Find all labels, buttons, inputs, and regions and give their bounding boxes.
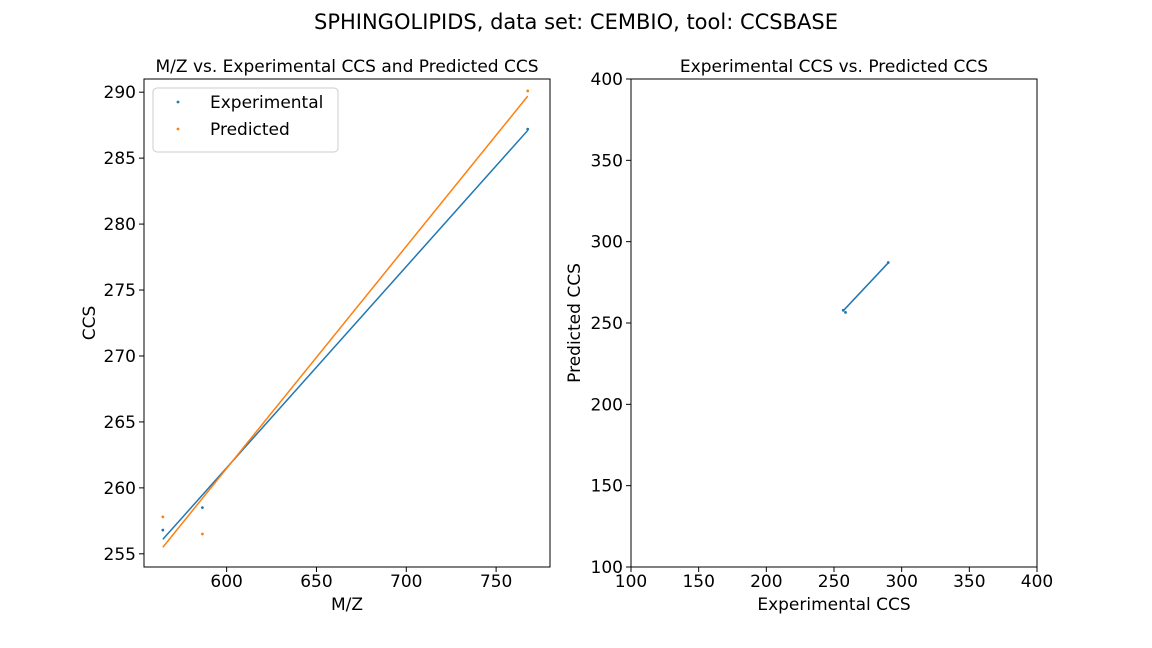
y-tick-label: 400: [591, 70, 623, 90]
predicted-data-point: [526, 89, 530, 93]
y-tick-label: 280: [104, 215, 136, 235]
y-tick-label: 200: [591, 395, 623, 415]
experimental-fit-line: [162, 129, 529, 540]
x-tick-label: 300: [885, 572, 917, 592]
experimental-data-point: [200, 506, 204, 510]
left-x-axis-label: M/Z: [331, 595, 363, 615]
y-tick-label: 350: [591, 151, 623, 171]
series-fit-line: [842, 262, 889, 312]
right-chart: Experimental CCS vs. Predicted CCS 100 150…: [565, 57, 1053, 615]
y-tick-label: 250: [591, 314, 623, 334]
series-data-point: [841, 308, 845, 312]
y-tick-label: 290: [104, 83, 136, 103]
x-tick-label: 700: [390, 572, 422, 592]
x-tick-label: 100: [615, 572, 647, 592]
y-tick-label: 265: [104, 413, 136, 433]
right-plot-frame: [630, 78, 1038, 568]
series-data-point: [886, 261, 890, 264]
experimental-data-point: [161, 528, 165, 532]
series-data-point: [844, 311, 847, 314]
x-tick-label: 650: [300, 572, 332, 592]
right-y-axis-label: Predicted CCS: [565, 263, 585, 383]
legend-marker: [176, 100, 180, 104]
left-legend: Experimental Predicted: [152, 87, 339, 153]
legend-marker: [176, 127, 180, 131]
x-tick-label: 400: [1021, 572, 1053, 592]
x-tick-label: 600: [210, 572, 242, 592]
y-tick-label: 260: [104, 479, 136, 499]
y-tick-label: 100: [591, 558, 623, 578]
y-tick-label: 275: [104, 281, 136, 301]
predicted-data-point: [200, 532, 204, 536]
x-tick-label: 200: [750, 572, 782, 592]
x-tick-label: 750: [480, 572, 512, 592]
predicted-fit-line: [162, 95, 529, 548]
legend-label: Experimental: [210, 93, 323, 113]
predicted-data-point: [161, 515, 165, 519]
left-chart: M/Z vs. Experimental CCS and Predicted C…: [80, 57, 551, 615]
legend-box: [152, 87, 339, 153]
experimental-data-point: [526, 127, 530, 131]
y-tick-label: 285: [104, 149, 136, 169]
y-tick-label: 270: [104, 347, 136, 367]
legend-label: Predicted: [210, 120, 290, 140]
left-y-axis-label: CCS: [80, 306, 100, 341]
x-tick-label: 150: [682, 572, 714, 592]
y-tick-label: 150: [591, 477, 623, 497]
figure-suptitle: SPHINGOLIPIDS, data set: CEMBIO, tool: C…: [314, 10, 838, 34]
y-tick-label: 300: [591, 233, 623, 253]
left-chart-title: M/Z vs. Experimental CCS and Predicted C…: [156, 57, 539, 77]
x-tick-label: 350: [953, 572, 985, 592]
y-tick-label: 255: [104, 545, 136, 565]
right-chart-title: Experimental CCS vs. Predicted CCS: [680, 57, 988, 77]
right-x-axis-label: Experimental CCS: [757, 595, 910, 615]
left-plot-frame: [143, 78, 551, 568]
x-tick-label: 250: [818, 572, 850, 592]
